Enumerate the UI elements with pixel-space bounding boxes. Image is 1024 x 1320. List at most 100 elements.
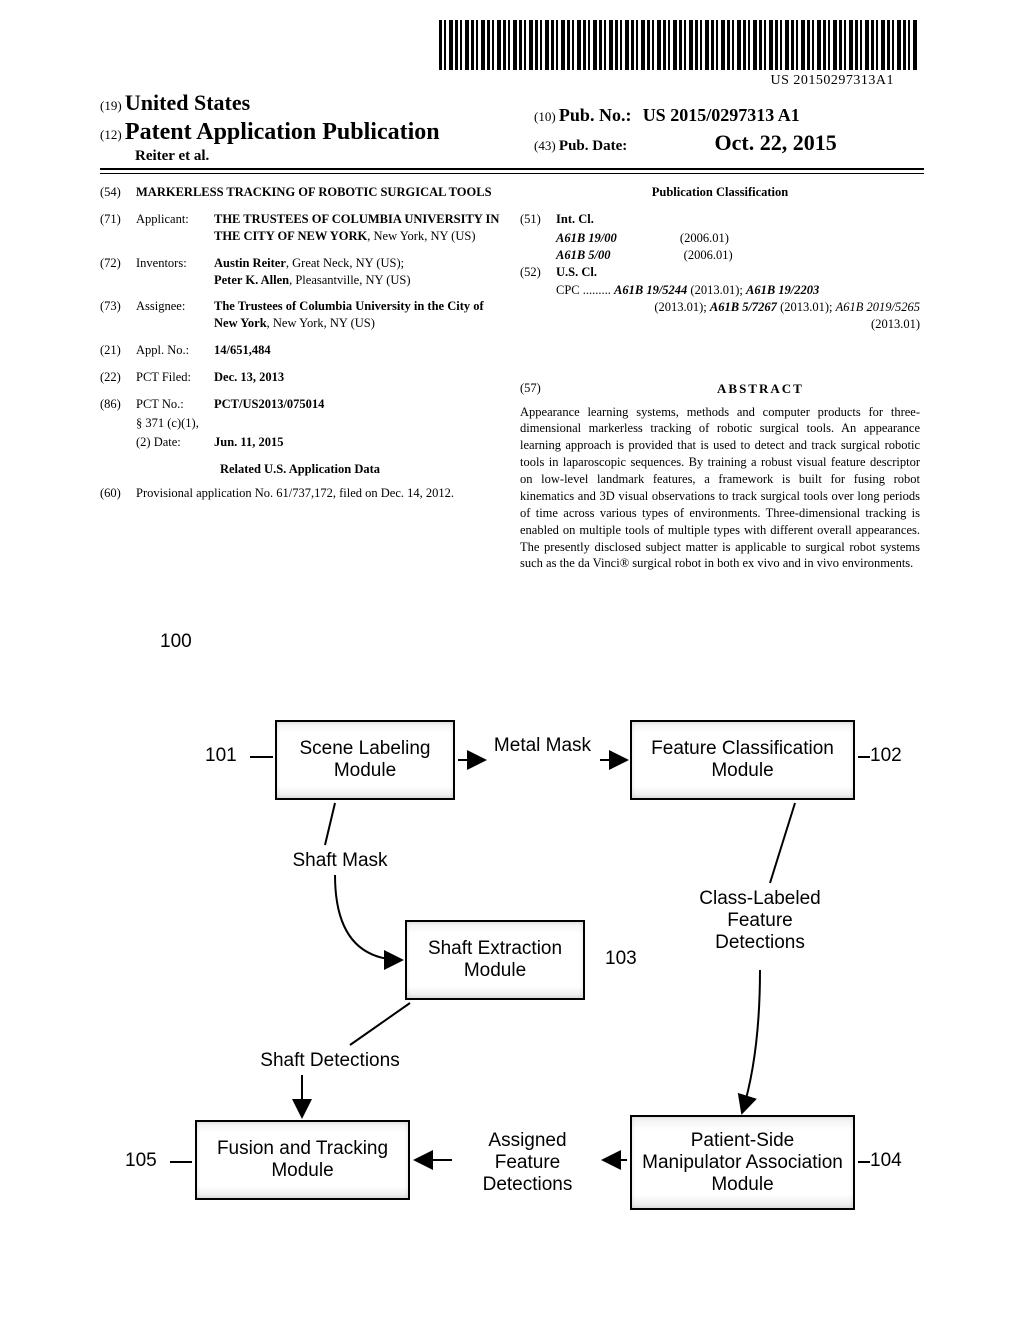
sect371-row: § 371 (c)(1),	[100, 415, 500, 432]
intcl-label: Int. Cl.	[556, 212, 594, 226]
cpc1: A61B 19/5244	[614, 283, 687, 297]
applicant-label: Applicant:	[136, 211, 214, 245]
box-105-text: Fusion and Tracking Module	[207, 1138, 398, 1182]
figure-ref-100: 100	[160, 631, 192, 653]
box-101: Scene Labeling Module	[275, 720, 455, 800]
uscl-row: (52) U.S. Cl.	[520, 264, 920, 281]
pct-filed-value: Dec. 13, 2013	[214, 370, 284, 384]
edge-class-labeled: Class-Labeled Feature Detections	[680, 888, 840, 954]
pub-no-value: US 2015/0297313 A1	[643, 105, 800, 125]
pub-no-line: (10) Pub. No.: US 2015/0297313 A1	[534, 105, 924, 126]
sect371-date-row: (2) Date: Jun. 11, 2015	[100, 434, 500, 451]
edge-metal-mask: Metal Mask	[490, 735, 595, 757]
box-102: Feature Classification Module	[630, 720, 855, 800]
num-12: (12)	[100, 127, 122, 142]
assignee-loc: , New York, NY (US)	[267, 316, 375, 330]
num-72: (72)	[100, 255, 136, 289]
barcode-text: US 20150297313A1	[770, 73, 894, 89]
diagram: Scene Labeling Module 101 Feature Classi…	[110, 695, 920, 1275]
edge-shaft-mask-text: Shaft Mask	[292, 850, 387, 871]
num-103: 103	[605, 948, 637, 970]
header-divider	[100, 168, 924, 174]
pct-filed-label: PCT Filed:	[136, 369, 214, 386]
edge-metal-mask-text: Metal Mask	[494, 735, 591, 756]
box-103: Shaft Extraction Module	[405, 920, 585, 1000]
classification-heading: Publication Classification	[520, 184, 920, 201]
edge-shaft-detections: Shaft Detections	[235, 1050, 425, 1072]
num-73: (73)	[100, 298, 136, 332]
pub-no-label: Pub. No.:	[559, 105, 632, 125]
edge-assigned-text: Assigned Feature Detections	[483, 1130, 573, 1195]
pct-no-label: PCT No.:	[136, 396, 214, 413]
cpc-label: CPC .........	[556, 283, 611, 297]
pct-filed-row: (22) PCT Filed: Dec. 13, 2013	[100, 369, 500, 386]
cpc2-ver: (2013.01);	[654, 300, 706, 314]
cpc3-ver: (2013.01);	[780, 300, 832, 314]
sect371-date-value: Jun. 11, 2015	[214, 435, 283, 449]
num-21: (21)	[100, 342, 136, 359]
box-102-text: Feature Classification Module	[642, 738, 843, 782]
pub-date-label: Pub. Date:	[559, 138, 627, 154]
box-105: Fusion and Tracking Module	[195, 1120, 410, 1200]
pct-no-value: PCT/US2013/075014	[214, 397, 324, 411]
edge-assigned: Assigned Feature Detections	[455, 1130, 600, 1196]
inventors-row: (72) Inventors: Austin Reiter, Great Nec…	[100, 255, 500, 289]
abstract-text: Appearance learning systems, methods and…	[520, 404, 920, 573]
applicant-loc: , New York, NY (US)	[367, 229, 475, 243]
box-103-text: Shaft Extraction Module	[417, 938, 573, 982]
barcode-graphic	[439, 20, 919, 70]
sect371-date-label: (2) Date:	[136, 434, 214, 451]
inventor2: Peter K. Allen	[214, 273, 289, 287]
sect371-label: § 371 (c)(1),	[136, 415, 500, 432]
intcl2: A61B 5/00 (2006.01)	[520, 247, 920, 264]
num-86: (86)	[100, 396, 136, 413]
inventor1-loc: , Great Neck, NY (US);	[286, 256, 404, 270]
appl-no-row: (21) Appl. No.: 14/651,484	[100, 342, 500, 359]
num-57: (57)	[520, 380, 541, 397]
box-104: Patient-Side Manipulator Association Mod…	[630, 1115, 855, 1210]
pub-type: Patent Application Publication	[125, 119, 440, 145]
country-line: (19) United States	[100, 98, 250, 113]
intcl1: A61B 19/00 (2006.01)	[520, 230, 920, 247]
cpc1-ver: (2013.01);	[690, 283, 742, 297]
num-19: (19)	[100, 98, 122, 113]
classification: Publication Classification (51) Int. Cl.…	[520, 184, 920, 333]
intcl1-ver: (2006.01)	[680, 231, 729, 245]
invention-title: MARKERLESS TRACKING OF ROBOTIC SURGICAL …	[136, 185, 492, 199]
num-22: (22)	[100, 369, 136, 386]
cpc2: A61B 19/2203	[746, 283, 819, 297]
country: United States	[125, 90, 250, 115]
assignee-label: Assignee:	[136, 298, 214, 332]
related-heading: Related U.S. Application Data	[100, 461, 500, 478]
num-52: (52)	[520, 264, 556, 281]
header: (19) United States (12) Patent Applicati…	[100, 90, 924, 165]
cpc4: A61B 2019/5265	[836, 300, 920, 314]
intcl2-code: A61B 5/00	[556, 248, 611, 262]
intcl2-ver: (2006.01)	[684, 248, 733, 262]
num-104: 104	[870, 1150, 902, 1172]
inventors-label: Inventors:	[136, 255, 214, 289]
uscl-label: U.S. Cl.	[556, 265, 597, 279]
cpc-line3: (2013.01)	[520, 316, 920, 333]
title-row: (54) MARKERLESS TRACKING OF ROBOTIC SURG…	[100, 184, 500, 201]
edge-class-labeled-text: Class-Labeled Feature Detections	[699, 888, 820, 953]
edge-shaft-detections-text: Shaft Detections	[260, 1050, 399, 1071]
intcl-row: (51) Int. Cl.	[520, 211, 920, 228]
header-right: (10) Pub. No.: US 2015/0297313 A1 (43) P…	[534, 90, 924, 156]
pub-date-line: (43) Pub. Date: Oct. 22, 2015	[534, 130, 924, 156]
num-102: 102	[870, 745, 902, 767]
num-101: 101	[205, 745, 237, 767]
provisional-text: Provisional application No. 61/737,172, …	[136, 485, 500, 502]
num-54: (54)	[100, 184, 136, 201]
cpc4-ver: (2013.01)	[871, 317, 920, 331]
num-43: (43)	[534, 138, 556, 153]
inventor1: Austin Reiter	[214, 256, 286, 270]
bibliographic-data: (54) MARKERLESS TRACKING OF ROBOTIC SURG…	[100, 184, 500, 512]
box-104-text: Patient-Side Manipulator Association Mod…	[642, 1130, 843, 1196]
cpc-line2: (2013.01); A61B 5/7267 (2013.01); A61B 2…	[520, 299, 920, 316]
num-10: (10)	[534, 109, 556, 124]
appl-no-label: Appl. No.:	[136, 342, 214, 359]
applicant-row: (71) Applicant: THE TRUSTEES OF COLUMBIA…	[100, 211, 500, 245]
pct-no-row: (86) PCT No.: PCT/US2013/075014	[100, 396, 500, 413]
cpc-line1: CPC ......... A61B 19/5244 (2013.01); A6…	[520, 282, 920, 299]
